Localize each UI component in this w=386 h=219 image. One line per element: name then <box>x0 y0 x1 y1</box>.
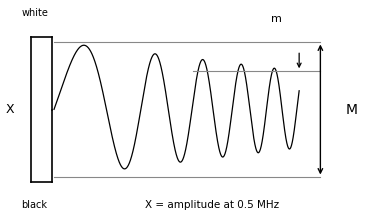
Text: m: m <box>271 14 281 24</box>
Text: black: black <box>21 200 47 210</box>
Text: white: white <box>21 7 48 18</box>
Text: X = amplitude at 0.5 MHz: X = amplitude at 0.5 MHz <box>145 200 279 210</box>
Text: M: M <box>345 102 357 117</box>
Text: X: X <box>5 103 14 116</box>
